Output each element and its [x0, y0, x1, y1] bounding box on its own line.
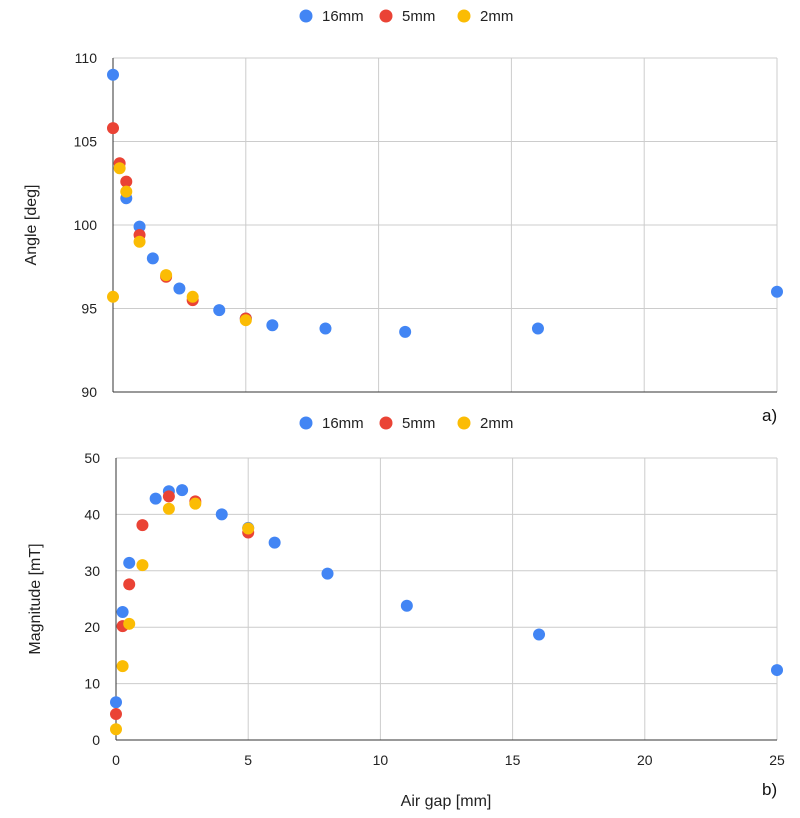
legend-label-16mm: 16mm [322, 415, 364, 432]
data-point-2mm [116, 660, 129, 673]
x-tick-label: 25 [769, 752, 785, 768]
y-tick-label: 105 [74, 134, 98, 150]
data-point-16mm [213, 304, 226, 317]
data-point-2mm [110, 723, 122, 736]
y-tick-label: 100 [74, 217, 98, 233]
data-point-16mm [319, 322, 332, 335]
legend-label-5mm: 5mm [402, 8, 435, 25]
data-point-16mm [533, 628, 546, 641]
y-tick-label: 50 [84, 450, 100, 466]
legend-marker-16mm [299, 9, 313, 23]
x-tick-label: 0 [112, 752, 120, 768]
data-point-2mm [113, 162, 126, 175]
data-point-2mm [120, 185, 133, 198]
data-point-16mm [400, 599, 413, 612]
y-tick-label: 90 [81, 384, 97, 400]
legend-label-5mm: 5mm [402, 415, 435, 432]
data-point-5mm [136, 519, 149, 532]
data-point-2mm [189, 497, 202, 510]
data-point-16mm [107, 68, 119, 81]
data-point-16mm [771, 664, 783, 677]
data-point-16mm [149, 492, 162, 505]
data-point-5mm [120, 175, 133, 188]
legend-marker-2mm [457, 416, 471, 430]
data-point-16mm [771, 285, 783, 298]
y-tick-label: 20 [84, 619, 100, 635]
y-tick-label: 10 [84, 676, 100, 692]
y-axis-title: Angle [deg] [23, 185, 40, 266]
legend-marker-16mm [299, 416, 313, 430]
data-point-2mm [123, 617, 136, 630]
data-point-2mm [133, 235, 146, 248]
data-point-5mm [107, 122, 119, 135]
data-point-16mm [321, 567, 334, 580]
data-point-16mm [266, 319, 279, 332]
data-point-16mm [268, 536, 281, 549]
data-point-2mm [107, 290, 119, 303]
data-point-5mm [123, 578, 136, 591]
data-point-2mm [186, 290, 199, 303]
legend-marker-5mm [379, 9, 393, 23]
y-tick-label: 0 [92, 732, 100, 748]
y-tick-label: 110 [75, 50, 98, 66]
x-tick-label: 10 [373, 752, 389, 768]
panel-label: a) [762, 406, 777, 425]
data-point-2mm [162, 502, 175, 515]
y-tick-label: 95 [81, 301, 97, 317]
data-point-2mm [239, 314, 252, 327]
data-point-16mm [116, 605, 129, 618]
legend-marker-5mm [379, 416, 393, 430]
data-point-5mm [162, 490, 175, 503]
data-point-16mm [176, 484, 189, 497]
data-point-2mm [242, 522, 255, 535]
data-point-2mm [160, 269, 173, 282]
x-tick-label: 5 [244, 752, 252, 768]
panel-label: b) [762, 780, 777, 799]
magnitude-chart: 0 10 20 30 40 50 0 5 10 15 20 25 Magnitude [mT] Air g… [27, 415, 785, 810]
y-tick-label: 30 [84, 563, 100, 579]
data-point-16mm [531, 322, 544, 335]
y-axis-title: Magnitude [mT] [27, 543, 44, 654]
data-point-16mm [215, 508, 228, 521]
data-point-16mm [146, 252, 159, 265]
legend-label-16mm: 16mm [322, 8, 364, 25]
data-point-2mm [136, 559, 149, 572]
data-point-16mm [399, 325, 412, 338]
legend-label-2mm: 2mm [480, 8, 513, 25]
legend-label-2mm: 2mm [480, 415, 513, 432]
x-tick-label: 15 [505, 752, 521, 768]
legend-marker-2mm [457, 9, 471, 23]
x-tick-label: 20 [637, 752, 653, 768]
data-point-16mm [110, 696, 122, 709]
data-point-16mm [123, 556, 136, 569]
y-tick-label: 40 [84, 506, 100, 522]
data-point-16mm [173, 282, 186, 295]
data-point-5mm [110, 708, 122, 721]
angle-chart: 90 95 100 105 110 Angle [deg] a) 16mm 5mm 2mm [23, 8, 783, 425]
x-axis-title: Air gap [mm] [401, 793, 492, 810]
data-point-16mm [133, 220, 146, 233]
